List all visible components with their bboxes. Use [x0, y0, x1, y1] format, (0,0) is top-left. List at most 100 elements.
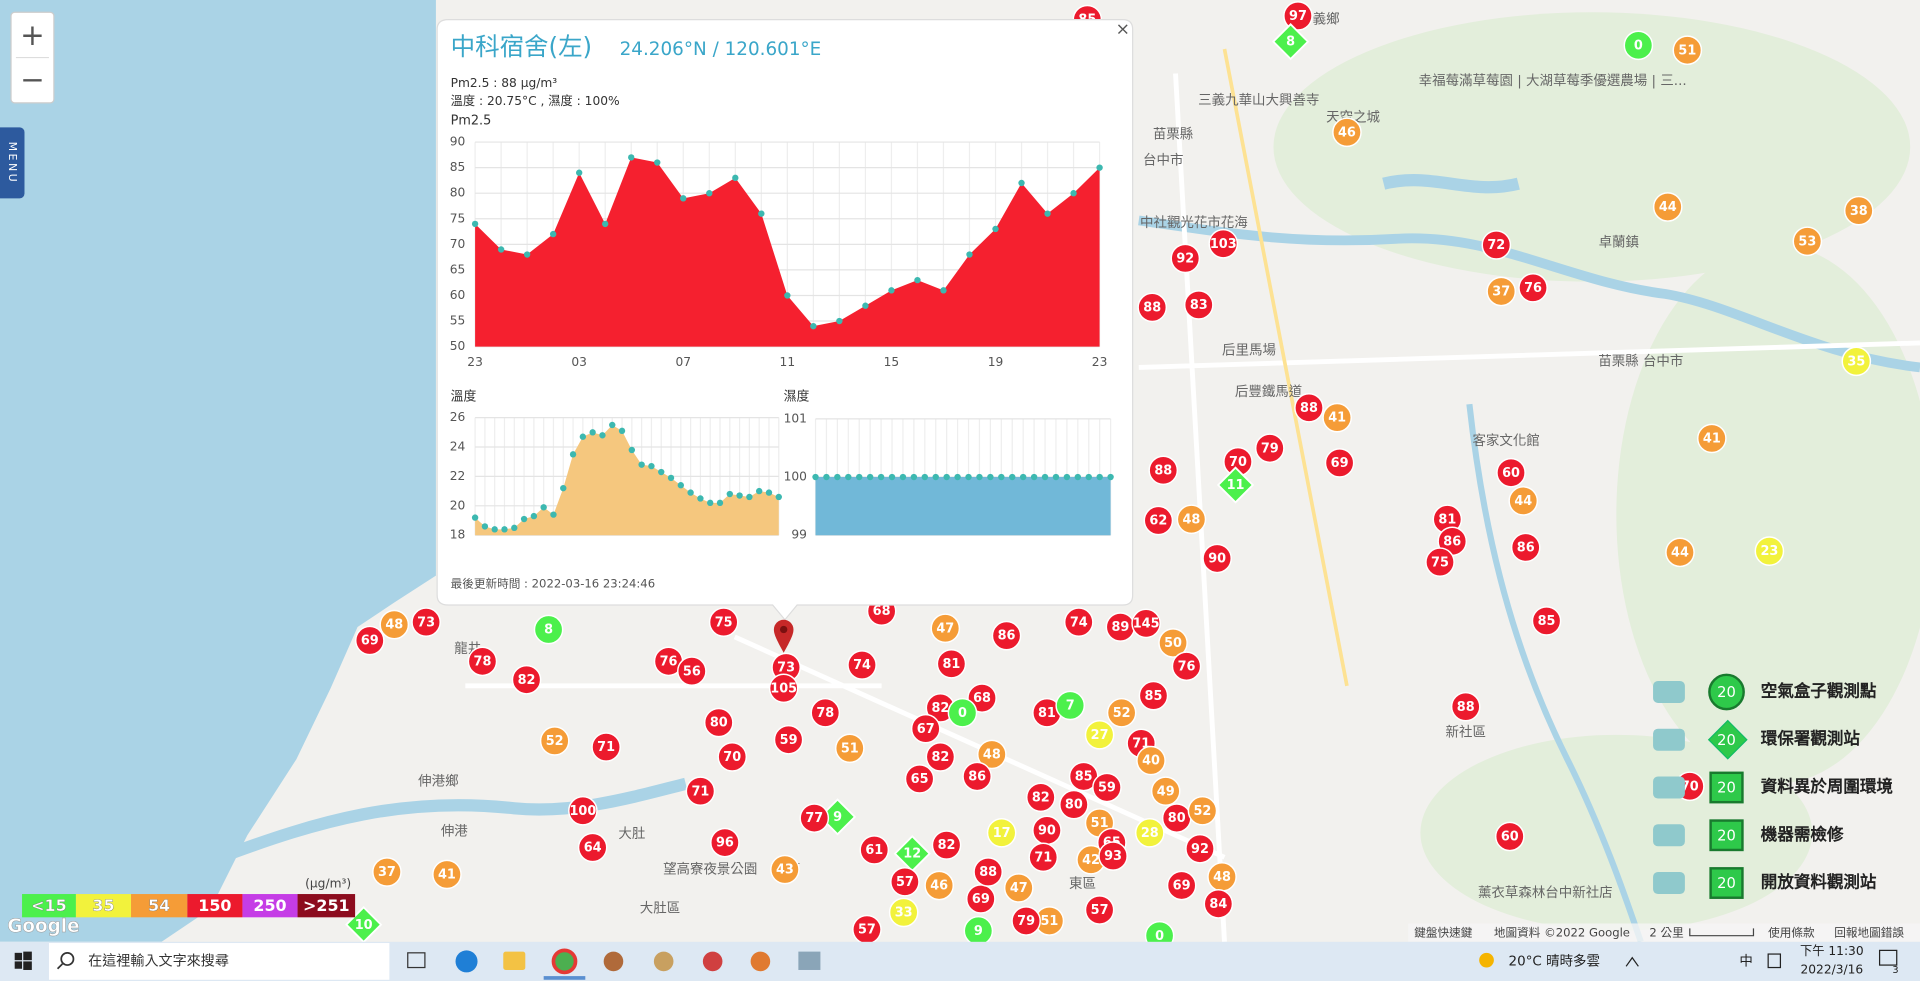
airbox-marker[interactable]	[1518, 272, 1548, 303]
airbox-marker[interactable]	[973, 857, 1003, 887]
airbox-marker[interactable]	[1106, 697, 1137, 728]
airbox-marker[interactable]	[859, 835, 890, 865]
menu-tab[interactable]: MENU	[0, 127, 25, 199]
airbox-marker[interactable]	[467, 646, 498, 677]
airbox-marker[interactable]	[1841, 346, 1872, 377]
airbox-marker[interactable]	[354, 625, 385, 656]
airbox-marker[interactable]	[710, 827, 740, 858]
airbox-marker[interactable]	[1176, 504, 1207, 535]
attr-terms[interactable]: 使用條款	[1768, 926, 1815, 940]
airbox-marker[interactable]	[1166, 870, 1197, 901]
airbox-marker[interactable]	[1508, 486, 1539, 516]
airbox-marker[interactable]	[568, 795, 598, 826]
airbox-marker[interactable]	[1697, 423, 1727, 454]
airbox-marker[interactable]	[1055, 690, 1086, 721]
airbox-marker[interactable]	[677, 656, 707, 686]
airbox-marker[interactable]	[685, 776, 716, 806]
airbox-marker[interactable]	[432, 859, 462, 890]
attr-shortcuts[interactable]: 鍵盤快速鍵	[1414, 926, 1472, 940]
app-5[interactable]	[798, 951, 821, 970]
weather[interactable]: 20°C 晴時多雲	[1509, 953, 1600, 969]
app-chrome[interactable]	[551, 948, 578, 975]
airbox-marker[interactable]	[1481, 230, 1512, 260]
airbox-marker[interactable]	[539, 726, 570, 756]
airbox-marker[interactable]	[1322, 402, 1352, 433]
airbox-marker[interactable]	[411, 607, 441, 637]
zoom-out[interactable]: −	[20, 62, 45, 96]
airbox-marker[interactable]	[703, 707, 734, 738]
airbox-marker[interactable]	[1143, 505, 1174, 536]
airbox-marker[interactable]	[925, 742, 956, 772]
airbox-marker[interactable]	[1131, 608, 1161, 639]
airbox-marker[interactable]	[1011, 906, 1041, 936]
airbox-marker[interactable]	[1486, 276, 1517, 307]
airbox-marker[interactable]	[1098, 841, 1128, 871]
airbox-marker[interactable]	[1425, 547, 1455, 577]
airbox-marker[interactable]	[717, 742, 748, 772]
airbox-marker[interactable]	[890, 866, 920, 897]
airbox-marker[interactable]	[1148, 455, 1179, 486]
airbox-marker[interactable]	[931, 830, 962, 860]
airbox-marker[interactable]	[1652, 192, 1683, 222]
search-box[interactable]	[48, 943, 390, 980]
airbox-marker[interactable]	[1183, 290, 1214, 320]
app-1[interactable]	[603, 951, 624, 972]
airbox-marker[interactable]	[847, 650, 877, 680]
airbox-marker[interactable]	[1138, 680, 1169, 711]
airbox-marker[interactable]	[1171, 651, 1202, 682]
airbox-marker[interactable]	[1134, 817, 1165, 848]
clock-time[interactable]: 下午 11:30	[1800, 944, 1864, 958]
app-4[interactable]	[750, 951, 771, 972]
airbox-marker[interactable]	[1531, 606, 1562, 636]
airbox-marker[interactable]	[1623, 30, 1654, 61]
airbox-marker[interactable]	[1792, 226, 1823, 257]
airbox-marker[interactable]	[991, 620, 1022, 651]
airbox-marker[interactable]	[379, 609, 410, 640]
airbox-marker[interactable]	[888, 897, 919, 928]
airbox-marker[interactable]	[1510, 532, 1541, 563]
airbox-marker[interactable]	[977, 739, 1007, 770]
airbox-marker[interactable]	[708, 607, 739, 637]
airbox-marker[interactable]	[1026, 782, 1056, 813]
airbox-marker[interactable]	[1324, 448, 1355, 478]
airbox-marker[interactable]	[1496, 457, 1526, 488]
airbox-marker[interactable]	[924, 870, 955, 901]
search-placeholder[interactable]: 在這裡輸入文字來搜尋	[88, 952, 229, 969]
airbox-marker[interactable]	[1494, 821, 1525, 852]
ime[interactable]: 中	[1739, 953, 1752, 969]
app-3[interactable]	[702, 951, 723, 972]
station-diamond[interactable]	[818, 798, 857, 836]
station-diamond[interactable]	[1271, 23, 1310, 61]
airbox-marker[interactable]	[1084, 720, 1115, 750]
airbox-marker[interactable]	[1203, 889, 1234, 919]
start-button[interactable]	[14, 951, 32, 970]
airbox-marker[interactable]	[1003, 873, 1034, 903]
airbox-marker[interactable]	[1158, 628, 1188, 658]
notification-icon[interactable]	[1878, 949, 1898, 966]
popup-close[interactable]: ×	[1116, 19, 1130, 39]
airbox-marker[interactable]	[1672, 35, 1703, 66]
airbox-marker[interactable]	[770, 854, 800, 885]
station-diamond[interactable]	[893, 835, 931, 873]
airbox-marker[interactable]	[810, 697, 841, 728]
airbox-marker[interactable]	[1137, 292, 1168, 323]
airbox-marker[interactable]	[986, 817, 1017, 848]
airbox-marker[interactable]	[1059, 789, 1089, 820]
menu-label[interactable]: MENU	[6, 142, 19, 185]
clock-date[interactable]: 2022/3/16	[1800, 962, 1863, 976]
airbox-marker[interactable]	[1170, 243, 1201, 274]
airbox-marker[interactable]	[910, 713, 941, 744]
airbox-marker[interactable]	[1450, 691, 1481, 722]
airbox-marker[interactable]	[936, 648, 967, 679]
airbox-marker[interactable]	[1185, 833, 1215, 864]
airbox-marker[interactable]	[1332, 117, 1362, 148]
airbox-marker[interactable]	[768, 673, 799, 704]
zoom-in[interactable]: +	[20, 18, 45, 52]
airbox-marker[interactable]	[799, 803, 830, 833]
app-2[interactable]	[653, 951, 674, 972]
airbox-marker[interactable]	[1136, 745, 1166, 776]
airbox-marker[interactable]	[1187, 795, 1218, 826]
airbox-marker[interactable]	[962, 761, 992, 792]
airbox-marker[interactable]	[1063, 607, 1094, 637]
airbox-marker[interactable]	[1294, 393, 1324, 423]
